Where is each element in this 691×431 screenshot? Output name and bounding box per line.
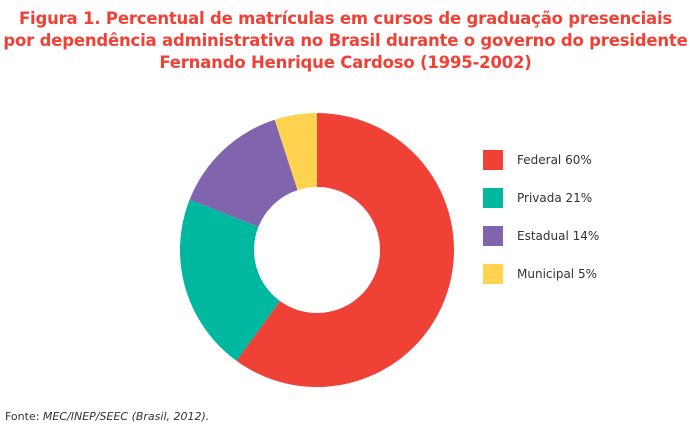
source-reference: MEC/INEP/SEEC (Brasil, 2012).	[42, 410, 210, 423]
legend-item-privada: Privada 21%	[483, 188, 599, 208]
legend-label-estadual: Estadual 14%	[517, 229, 600, 243]
legend-swatch-estadual	[483, 226, 503, 246]
chart-title-line-1: Figura 1. Percentual de matrículas em cu…	[18, 9, 673, 28]
legend-label-municipal: Municipal 5%	[517, 267, 597, 281]
legend-label-federal: Federal 60%	[517, 153, 592, 167]
chart-legend: Federal 60% Privada 21% Estadual 14% Mun…	[483, 150, 599, 302]
chart-title: Figura 1. Percentual de matrículas em cu…	[0, 8, 691, 74]
legend-item-federal: Federal 60%	[483, 150, 599, 170]
donut-slice-estadual	[189, 119, 298, 227]
legend-swatch-privada	[483, 188, 503, 208]
donut-slice-municipal	[274, 113, 317, 191]
donut-slice-privada	[180, 199, 280, 361]
legend-swatch-municipal	[483, 264, 503, 284]
legend-item-estadual: Estadual 14%	[483, 226, 599, 246]
donut-slice-federal	[236, 113, 454, 387]
chart-title-line-3: Fernando Henrique Cardoso (1995-2002)	[159, 53, 532, 72]
source-note: Fonte: MEC/INEP/SEEC (Brasil, 2012).	[5, 410, 209, 423]
legend-label-privada: Privada 21%	[517, 191, 593, 205]
legend-item-municipal: Municipal 5%	[483, 264, 599, 284]
chart-title-line-2: por dependência administrativa no Brasil…	[3, 31, 688, 50]
source-prefix: Fonte:	[5, 410, 43, 423]
legend-swatch-federal	[483, 150, 503, 170]
